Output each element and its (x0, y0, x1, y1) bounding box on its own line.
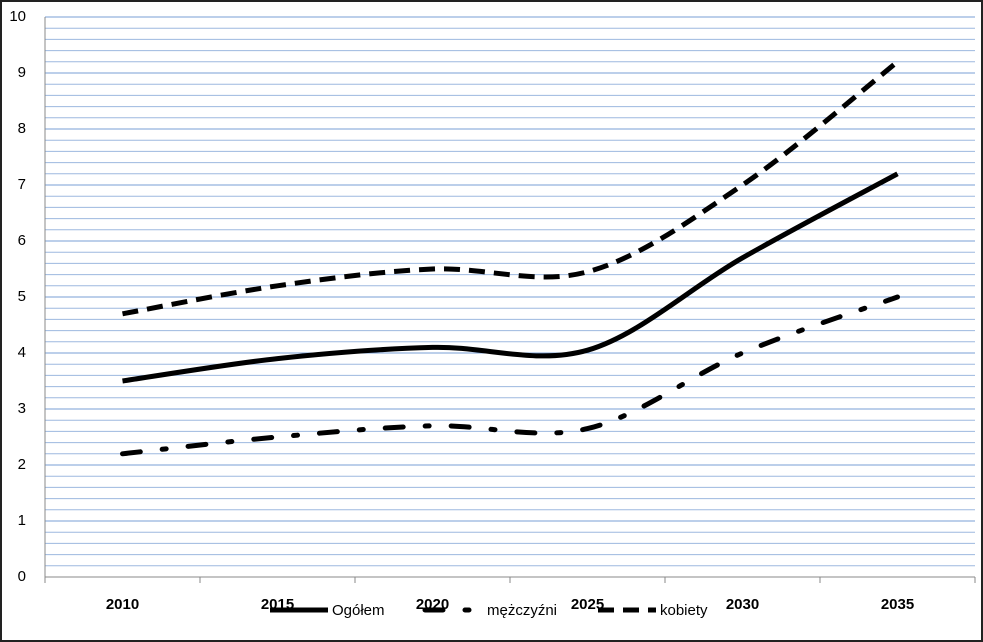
x-tick-label: 2010 (106, 596, 139, 613)
series-line (122, 59, 900, 317)
y-tick-label: 4 (18, 344, 26, 361)
y-tick-label: 10 (9, 8, 26, 25)
series-line (122, 171, 899, 384)
y-tick-label: 1 (18, 512, 26, 529)
y-tick-label: 7 (18, 176, 26, 193)
y-tick-label: 3 (18, 400, 26, 417)
legend-label: Ogółem (332, 602, 385, 619)
x-tick-label: 2035 (881, 596, 914, 613)
y-tick-label: 6 (18, 232, 26, 249)
x-tick-label: 2025 (571, 596, 604, 613)
y-tick-label: 2 (18, 456, 26, 473)
x-tick-label: 2030 (726, 596, 759, 613)
legend-label: mężczyźni (487, 602, 557, 619)
y-tick-label: 0 (18, 568, 26, 585)
legend-label: kobiety (660, 602, 708, 619)
y-tick-label: 9 (18, 64, 26, 81)
y-tick-label: 8 (18, 120, 26, 137)
y-tick-label: 5 (18, 288, 26, 305)
series-line (120, 294, 900, 457)
